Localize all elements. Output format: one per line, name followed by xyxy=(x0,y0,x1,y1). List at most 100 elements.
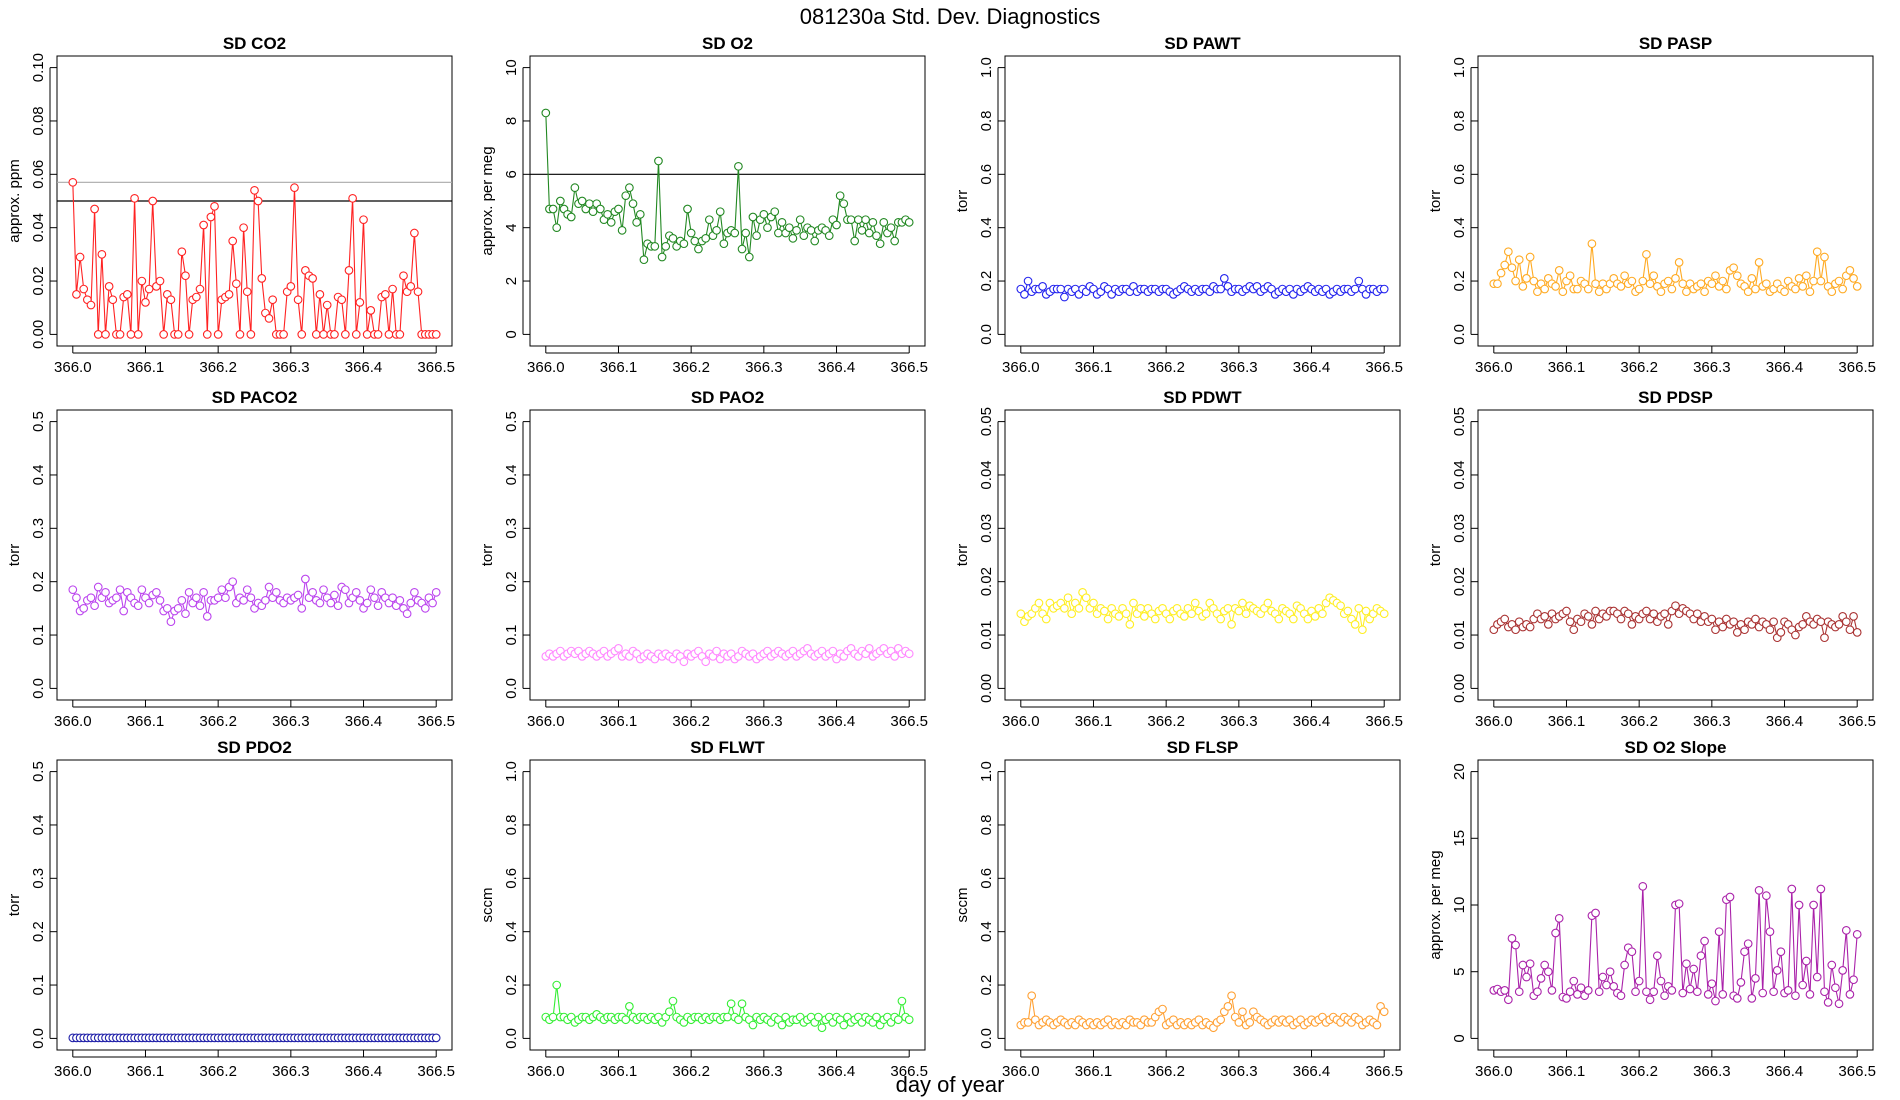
data-point xyxy=(1623,609,1633,619)
x-tick-label: 366.3 xyxy=(745,359,783,376)
data-point xyxy=(1700,287,1709,297)
data-point xyxy=(1511,625,1520,635)
y-tick-label: 2 xyxy=(503,277,520,285)
data-point xyxy=(1838,284,1848,294)
data-point xyxy=(1692,609,1702,619)
data-point xyxy=(890,236,900,246)
data-point xyxy=(1540,284,1550,294)
data-point xyxy=(79,284,89,294)
x-tick-label: 366.5 xyxy=(1365,713,1403,730)
data-point xyxy=(668,996,678,1006)
plot-frame xyxy=(529,409,926,701)
data-point xyxy=(719,239,729,249)
data-point xyxy=(406,282,416,291)
x-tick-label: 366.2 xyxy=(199,359,237,376)
data-point xyxy=(1227,620,1236,629)
y-tick-label: 0.04 xyxy=(1451,460,1468,489)
data-point xyxy=(1671,601,1680,611)
data-point xyxy=(1525,622,1535,632)
data-point xyxy=(221,593,230,603)
data-point xyxy=(115,585,125,595)
data-point xyxy=(286,282,296,291)
data-point xyxy=(1834,276,1844,286)
data-point xyxy=(890,652,900,661)
y-tick-label: 0.2 xyxy=(503,571,520,592)
x-tick-label: 366.4 xyxy=(1766,359,1804,376)
data-point xyxy=(715,207,725,217)
data-point xyxy=(1685,984,1695,994)
data-point xyxy=(1245,1018,1255,1027)
data-point xyxy=(155,596,165,605)
x-tick-label: 366.0 xyxy=(1002,713,1040,730)
data-point xyxy=(1820,252,1829,262)
x-tick-label: 366.3 xyxy=(1693,713,1731,730)
x-tick-label: 366.1 xyxy=(600,359,638,376)
data-point xyxy=(1547,986,1557,995)
data-point xyxy=(897,996,907,1006)
data-point xyxy=(1827,287,1837,297)
data-point xyxy=(1791,991,1800,1001)
data-point xyxy=(813,1012,823,1022)
data-point xyxy=(1827,960,1837,970)
data-point xyxy=(839,1020,849,1030)
chart-panel-7: SD PDWT 366.0 366.1 366.2 366.3 366.4 366.5 0.0… xyxy=(954,388,1403,730)
data-point xyxy=(86,300,96,310)
figure-title: 081230a Std. Dev. Diagnostics xyxy=(800,4,1100,29)
y-tick-label: 20 xyxy=(1451,763,1468,780)
data-point xyxy=(1238,1007,1247,1017)
data-point xyxy=(199,588,208,597)
panel-title: SD O2 Slope xyxy=(1624,738,1726,757)
data-point xyxy=(806,225,816,235)
data-point xyxy=(264,314,274,323)
y-tick-label: 1.0 xyxy=(978,57,995,78)
data-point xyxy=(864,228,874,238)
data-point xyxy=(217,585,227,595)
data-point xyxy=(1845,990,1855,999)
data-point xyxy=(115,330,125,339)
data-point xyxy=(72,593,81,603)
data-point xyxy=(268,295,278,305)
data-point xyxy=(1522,274,1531,283)
x-tick-label: 366.4 xyxy=(345,713,383,730)
data-point xyxy=(1540,960,1550,970)
data-point xyxy=(1772,966,1782,975)
data-point xyxy=(683,204,692,214)
data-point xyxy=(1140,612,1149,621)
data-point xyxy=(1136,604,1146,613)
data-point xyxy=(90,204,99,214)
data-point xyxy=(181,271,190,281)
data-point xyxy=(1518,282,1528,291)
data-point xyxy=(122,290,132,299)
data-point xyxy=(1605,967,1615,977)
y-tick-label: 0.1 xyxy=(30,625,47,646)
data-point xyxy=(1754,258,1764,267)
data-point xyxy=(679,239,689,249)
data-point xyxy=(1656,287,1666,297)
data-point xyxy=(1379,609,1389,619)
data-point xyxy=(1663,620,1673,629)
data-point xyxy=(1591,279,1600,289)
y-axis-label: approx. ppm xyxy=(6,159,23,242)
y-tick-label: 0.4 xyxy=(978,921,995,942)
data-point xyxy=(810,236,820,246)
data-point xyxy=(1722,284,1731,294)
data-point xyxy=(206,212,216,222)
data-point xyxy=(192,593,201,603)
data-point xyxy=(763,223,772,233)
data-point xyxy=(1751,614,1760,624)
data-point xyxy=(202,612,212,621)
plot-frame xyxy=(529,759,926,1051)
data-point xyxy=(614,204,623,214)
data-point xyxy=(1718,276,1728,286)
chart-panel-2: SD O2 366.0 366.1 366.2 366.3 366.4 366.5 0 2 4 6 8… xyxy=(479,34,928,376)
data-point xyxy=(1558,287,1568,297)
y-tick-label: 0.06 xyxy=(30,160,47,189)
data-point xyxy=(431,1033,441,1043)
y-tick-label: 0.00 xyxy=(30,320,47,349)
data-point xyxy=(1841,617,1851,627)
data-point xyxy=(119,606,129,616)
data-point xyxy=(362,330,372,339)
data-point xyxy=(1500,614,1510,624)
data-point xyxy=(1801,271,1811,281)
data-point xyxy=(1594,287,1604,297)
